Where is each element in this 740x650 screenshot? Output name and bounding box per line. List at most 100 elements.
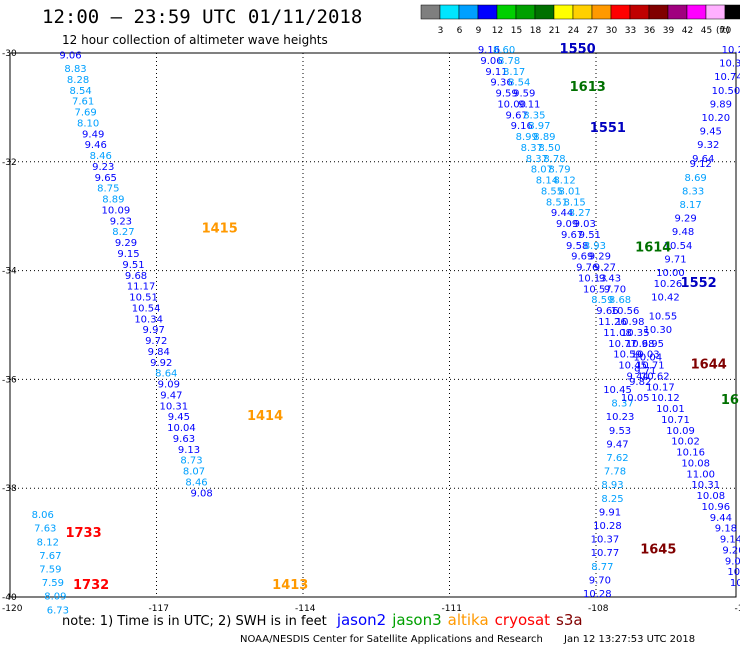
wave-height-value: 10.42	[651, 293, 680, 304]
scale-label: 70	[720, 26, 732, 36]
source-credit: NOAA/NESDIS Center for Satellite Applica…	[240, 634, 543, 645]
wave-height-value: 10.9	[730, 578, 740, 589]
wave-height-value: 9.71	[664, 254, 686, 265]
wave-height-value: 9.51	[122, 260, 144, 271]
wave-height-value: 8.99	[516, 132, 538, 143]
wave-height-value: 8.27	[112, 227, 134, 238]
wave-height-value: 10.62	[641, 371, 670, 382]
wave-height-value: 10.45	[618, 361, 647, 372]
wave-height-value: 10.04	[633, 352, 662, 363]
wave-height-value: 10.45	[603, 385, 632, 396]
page-subtitle: 12 hour collection of altimeter wave hei…	[62, 33, 328, 47]
track-1732: 8.06 7.63 8.12 7.67 7.59 7.59 8.09 6.73	[32, 510, 69, 616]
legend-note-row: note: 1) Time is in UTC; 2) SWH is in fe…	[62, 611, 583, 629]
wave-height-value: 9.70	[604, 284, 626, 295]
lat-tick-label: -40	[2, 593, 17, 603]
wave-height-value: 8.89	[102, 195, 124, 206]
wave-height-value: 9.72	[145, 336, 167, 347]
scale-label: 24	[568, 26, 580, 36]
pass-time-label: 1613	[570, 80, 606, 95]
wave-height-value: 9.66	[596, 306, 618, 317]
wave-height-value: 8.33	[682, 186, 704, 197]
wave-height-value: 10.21	[722, 45, 740, 56]
wave-height-value: 10.98	[616, 317, 645, 328]
wave-height-value: 7.69	[74, 108, 96, 119]
wave-height-value: 8.51	[546, 197, 568, 208]
wave-height-value: 8.06	[32, 510, 54, 521]
wave-height-value: 8.28	[67, 75, 89, 86]
wave-height-value: 10.08	[681, 458, 710, 469]
pass-time-label: 1614	[635, 241, 671, 256]
wave-height-value: 8.15	[564, 197, 586, 208]
wave-height-value: 10.34	[134, 314, 163, 325]
wave-height-value: 9.49	[82, 129, 104, 140]
wave-height-value: 9.51	[579, 230, 601, 241]
wave-height-value: 9.08	[190, 488, 212, 499]
wave-height-value: 10.59	[613, 350, 642, 361]
wave-height-value: 9.23	[110, 216, 132, 227]
wave-height-value: 10.54	[132, 303, 161, 314]
wave-height-value: 8.07	[531, 165, 553, 176]
wave-height-value: 9.97	[143, 325, 165, 336]
satellite-cryosat: cryosat	[494, 611, 551, 629]
wave-height-value: 10.13	[578, 273, 607, 284]
wave-height-value: 9.16	[511, 121, 533, 132]
wave-height-value: 7.78	[604, 467, 626, 478]
pass-time-label: 1644	[691, 358, 727, 373]
wave-height-value: 9.59	[513, 89, 535, 100]
scale-label: 18	[530, 26, 542, 36]
wave-height-value: 9.23	[92, 162, 114, 173]
wave-height-value: 9.71	[634, 366, 656, 377]
wave-height-value: 8.55	[541, 186, 563, 197]
wave-height-value: 10.01	[656, 404, 685, 415]
wave-height-value: 10.05	[621, 393, 650, 404]
wave-height-value: 9.20	[722, 545, 740, 556]
wave-height-value: 9.70	[589, 575, 611, 586]
wave-height-value: 10.77	[591, 548, 620, 559]
scale-label: 27	[587, 26, 598, 36]
wave-height-value: 10.71	[661, 415, 690, 426]
wave-height-value: 10.34	[719, 59, 740, 70]
wave-height-value: 8.54	[508, 78, 530, 89]
wave-height-value: 9.03	[574, 219, 596, 230]
wave-height-value: 9.44	[551, 208, 573, 219]
wave-height-value: 9.29	[589, 252, 611, 263]
lat-tick-label: -30	[2, 49, 17, 59]
lon-tick-label: -120	[2, 604, 23, 614]
wave-height-value: 9.36	[490, 78, 512, 89]
pass-time-label: 1615	[721, 393, 740, 408]
wave-height-value: 10.30	[644, 325, 673, 336]
wave-height-value: 8.60	[493, 45, 515, 56]
wave-height-value: 9.76	[576, 263, 598, 274]
wave-height-value: 8.01	[558, 186, 580, 197]
wave-height-value: 8.93	[584, 241, 606, 252]
wave-height-value: 8.78	[498, 56, 520, 67]
wave-height-value: 10.16	[676, 448, 705, 459]
wave-height-value: 11.17	[127, 282, 156, 293]
wave-height-value: 9.11	[518, 99, 540, 110]
scale-label: 30	[606, 26, 618, 36]
satellite-altika: altika	[447, 611, 489, 629]
wave-height-value: 9.29	[115, 238, 137, 249]
wave-height-value: 8.27	[569, 208, 591, 219]
wave-height-value: 9.09	[556, 219, 578, 230]
wave-height-value: 9.45	[168, 412, 190, 423]
units-note: note: 1) Time is in UTC; 2) SWH is in fe…	[62, 614, 327, 629]
wave-height-value: 10.54	[664, 241, 693, 252]
wave-height-value: 9.45	[700, 127, 722, 138]
wave-height-value: 9.64	[692, 154, 714, 165]
track-1414: 9.068.838.288.547.617.698.109.499.468.46…	[59, 50, 212, 499]
pass-time-label: 1414	[247, 409, 283, 424]
wave-height-value: 8.07	[183, 467, 205, 478]
lat-tick-label: -36	[2, 375, 17, 385]
wave-height-value: 10.12	[651, 393, 680, 404]
wave-height-value: 10.56	[611, 306, 640, 317]
lon-tick-label: -108	[588, 604, 609, 614]
wave-height-value: 8.69	[685, 173, 707, 184]
wave-height-value: 9.06	[480, 56, 502, 67]
lat-tick-label: -38	[2, 484, 17, 494]
scale-label: 21	[549, 26, 560, 36]
satellite-jason3: jason3	[392, 611, 442, 629]
pass-time-label: 1550	[560, 42, 596, 57]
track-1645: 10.45 8.37 10.23 9.53 9.47 7.62 7.78 8.93 8.25 9.…	[583, 385, 634, 600]
